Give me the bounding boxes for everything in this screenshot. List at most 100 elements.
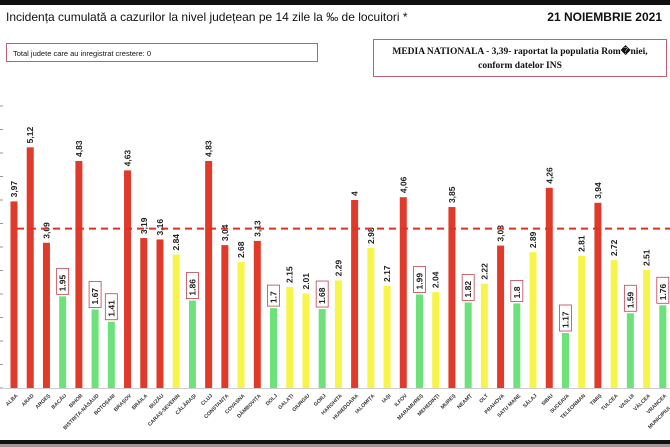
value-label-box	[413, 266, 426, 293]
value-label: 2.04	[431, 271, 441, 288]
x-tick-label: SĂLAJ	[521, 392, 538, 409]
bar-argeș	[42, 242, 50, 388]
national-average-box: MEDIA NATIONALA - 3,39- raportat la popu…	[373, 39, 667, 77]
bar-cluj	[205, 160, 213, 388]
bottom-frame-shadow	[0, 444, 670, 447]
bar-ialomița	[367, 247, 375, 388]
value-label: 1.86	[187, 279, 197, 296]
bar-botoșani	[107, 321, 115, 388]
bar-vâlcea	[643, 270, 651, 388]
value-label: 1.59	[625, 291, 635, 308]
x-tick-label: IAȘI	[381, 393, 393, 405]
x-tick-label: BRAȘOV	[113, 393, 133, 413]
bar-neamț	[464, 302, 472, 388]
bar-iași	[383, 286, 391, 388]
x-tick-label: ARGEȘ	[35, 393, 53, 411]
bar-bacău	[59, 296, 67, 388]
bar-giurgiu	[302, 293, 310, 388]
bar-teleorman	[578, 255, 586, 388]
x-tick-label: BACĂU	[50, 392, 68, 410]
bar-mureș	[448, 207, 456, 388]
national-average-line2: conform datelor INS	[478, 61, 562, 71]
bottom-frame-bar	[0, 440, 670, 447]
value-label: 2.81	[577, 235, 587, 252]
value-label: 1.95	[58, 275, 68, 292]
bar-hunedoara	[351, 200, 359, 388]
value-label-box	[186, 272, 199, 299]
bar-dolj	[270, 308, 278, 388]
value-label: 5,12	[25, 127, 35, 144]
value-label: 4	[350, 191, 360, 196]
bar-olt	[480, 283, 488, 388]
chart-date: 21 NOIEMBRIE 2021	[547, 10, 662, 24]
x-tick-label: SIBIU	[541, 393, 555, 407]
value-label: 3,16	[155, 219, 165, 236]
bar-covasna	[237, 262, 245, 388]
value-label-box	[559, 304, 572, 332]
value-label: 1.76	[658, 283, 668, 300]
value-label: 1.99	[415, 273, 425, 290]
x-tick-label: MUREȘ	[440, 393, 458, 411]
value-label: 3,94	[593, 182, 603, 199]
bar-vrancea	[659, 305, 667, 388]
bar-arad	[26, 147, 34, 388]
value-label: 2.51	[642, 249, 652, 266]
value-label: 1.67	[90, 288, 100, 305]
value-label: 1.17	[560, 311, 570, 328]
national-average-line1: MEDIA NATIONALA - 3,39- raportat la popu…	[392, 47, 648, 57]
value-label: 3,03	[496, 225, 506, 242]
bar-satu-mare	[513, 303, 521, 388]
bar-galați	[286, 286, 294, 388]
value-label: 4,83	[204, 140, 214, 157]
bar-tulcea	[610, 260, 618, 388]
value-label: 4,63	[123, 150, 133, 167]
value-label: 4,06	[398, 176, 408, 193]
chart-title: Incidența cumulată a cazurilor la nivel …	[6, 10, 408, 24]
value-label: 2.98	[366, 227, 376, 244]
x-tick-label: ARAD	[21, 393, 36, 408]
bar-harghita	[334, 280, 342, 388]
bar-ilfov	[399, 197, 407, 388]
x-tick-label: OLT	[478, 393, 490, 405]
bar-buzău	[156, 239, 164, 388]
bar-sibiu	[545, 187, 553, 388]
increase-note-box: Total judete care au inregistrat crester…	[6, 43, 318, 62]
bar-constanța	[221, 245, 229, 388]
bar-gorj	[318, 309, 326, 388]
x-tick-label: ALBA	[5, 393, 20, 408]
value-label: 2.72	[609, 239, 619, 256]
value-label-box	[315, 280, 329, 308]
bar-dâmbovița	[253, 240, 261, 388]
bar-prahova	[497, 245, 505, 388]
value-label: 4,83	[74, 140, 84, 157]
value-label: 2.84	[171, 234, 181, 251]
bar-caraș-severin	[172, 254, 180, 388]
bar-vaslui	[626, 313, 634, 388]
x-tick-label: NEAMȚ	[456, 393, 474, 411]
x-tick-label: TIMIȘ	[589, 393, 603, 407]
bar-timiș	[594, 202, 602, 388]
value-label: 2.68	[236, 241, 246, 258]
value-label: 1.68	[317, 287, 327, 304]
value-label-box	[461, 274, 475, 301]
value-label: 1.41	[106, 300, 116, 317]
value-label: 2.15	[285, 266, 295, 283]
value-label: 1.8	[512, 286, 522, 298]
x-tick-label: GORJ	[313, 393, 328, 408]
value-label: 2.89	[528, 231, 538, 248]
bar-brăila	[140, 238, 148, 388]
value-label: 3,85	[447, 186, 457, 203]
value-label-box	[104, 293, 118, 321]
value-label: 1.7	[269, 291, 279, 303]
bar-brașov	[124, 170, 132, 388]
value-label-box	[56, 267, 70, 295]
x-tick-label: CLUJ	[200, 393, 214, 407]
bar-bihor	[75, 160, 83, 388]
value-label-box	[88, 281, 102, 308]
value-label-box	[267, 284, 280, 307]
bar-bistrița-năsăud	[91, 309, 99, 388]
value-label-box	[656, 276, 670, 304]
bar-sălaj	[529, 252, 537, 388]
bar-mehedinți	[432, 292, 440, 388]
